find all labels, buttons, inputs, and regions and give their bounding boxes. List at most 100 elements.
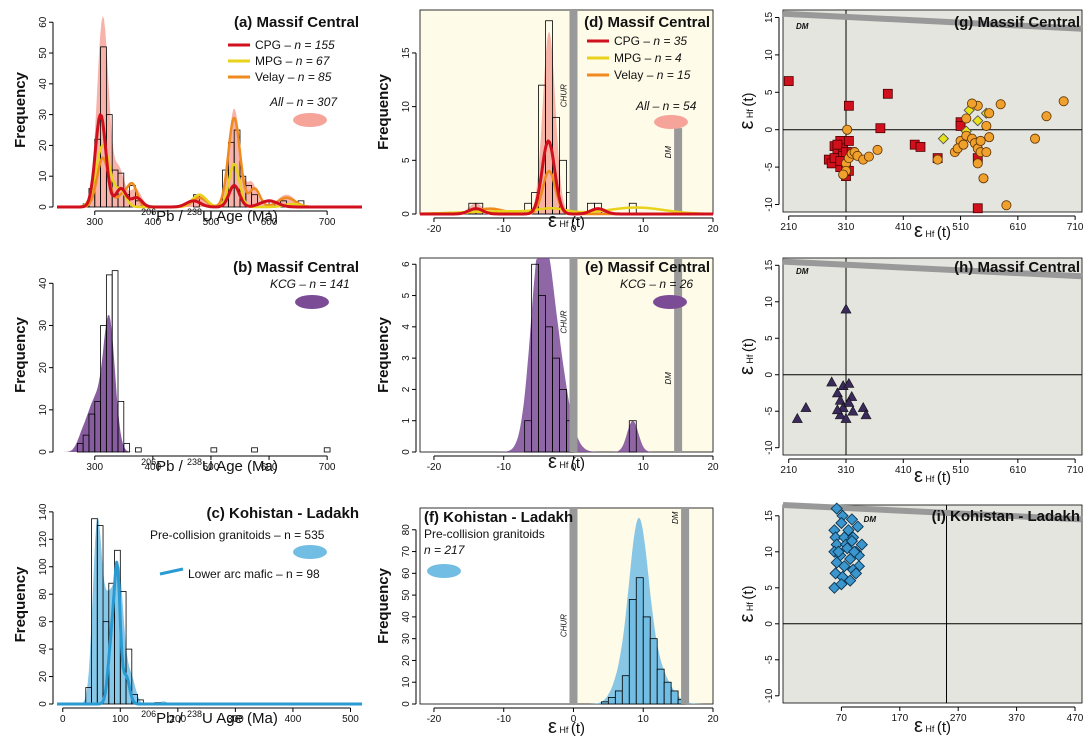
legend-label: CPG – n = 35 (614, 34, 687, 48)
x-tick-label: 600 (261, 462, 278, 473)
x-tick-label: 500 (203, 462, 220, 473)
point-velay (863, 151, 874, 162)
point-pre-collision (830, 556, 843, 569)
panel-d: CHUR DM -20 -10 0 10 20 0 5 10 15 ε Hf (t) Frequency… (375, 9, 719, 235)
panel-e: CHUR DM -20 -10 0 10 20 0 1 2 3 4 5 6 ε Hf (t) Frequenc… (375, 257, 719, 473)
x-tick-label: 700 (319, 462, 336, 473)
x-tick-label: -10 (496, 462, 511, 473)
x-tick-label: 710 (1067, 465, 1084, 476)
x-axis-label: ε Hf (t) (548, 210, 585, 232)
y-axis-label: ε Hf (t) (736, 338, 758, 375)
x-tick-label: 300 (227, 714, 244, 725)
x-tick-label: 410 (895, 465, 912, 476)
dm-bar-label: DM (664, 372, 673, 385)
y-tick-label: 5 (764, 585, 775, 591)
x-tick-label: 500 (342, 714, 359, 725)
x-tick-label: 510 (952, 222, 969, 233)
dm-bar-label: DM (664, 146, 673, 159)
dm-label: DM (796, 22, 809, 31)
legend-n-label: n = 217 (424, 543, 466, 557)
x-tick-label: 700 (319, 217, 336, 228)
point-kcg (847, 405, 859, 416)
hist-bar (135, 447, 142, 453)
chur-bar (569, 10, 578, 214)
x-tick-label: 470 (1067, 713, 1084, 724)
point-velay (842, 124, 853, 135)
chur-bar-label: CHUR (559, 614, 568, 637)
x-tick-label: 0 (571, 224, 577, 235)
point-pre-collision (851, 520, 864, 533)
x-tick-label: 310 (838, 465, 855, 476)
x-tick-label: 100 (112, 714, 129, 725)
y-tick-label: 30 (38, 319, 49, 331)
dm-bar-label: DM (671, 511, 680, 524)
y-tick-label: 6 (401, 261, 412, 267)
y-tick-label: 5 (764, 89, 775, 95)
y-tick-label: 20 (38, 362, 49, 374)
x-axis-label: ε Hf (t) (914, 465, 951, 487)
point-velay (975, 135, 986, 146)
plot-frame (782, 9, 1083, 213)
point-pre-collision (845, 534, 859, 548)
x-tick-label: 410 (895, 222, 912, 233)
y-tick-label: -10 (764, 440, 775, 455)
y-tick-label: 60 (38, 616, 49, 628)
hist-bar (117, 400, 125, 453)
panel-title: (g) Massif Central (954, 14, 1080, 31)
y-tick-label: 0 (38, 204, 49, 210)
point-velay (978, 173, 989, 184)
point-pre-collision (848, 545, 861, 558)
point-velay (1030, 133, 1041, 144)
legend-all-label: All – n = 307 (269, 95, 338, 109)
y-tick-label: 20 (38, 671, 49, 683)
legend-pre-ellipse (427, 564, 461, 578)
point-velay (984, 108, 995, 119)
x-axis-label: 206Pb / 238U Age (Ma) (141, 207, 278, 225)
x-tick-label: 300 (86, 462, 103, 473)
x-tick-label: -20 (427, 462, 442, 473)
x-tick-label: 170 (891, 713, 908, 724)
hist-bar (607, 697, 616, 705)
y-tick-label: -5 (764, 406, 775, 415)
y-tick-label: 0 (401, 211, 412, 217)
chur-bar (569, 258, 578, 452)
point-kcg (834, 394, 846, 405)
x-axis-label: ε Hf (t) (548, 716, 585, 738)
x-tick-label: 10 (638, 462, 650, 473)
hist-bar (649, 638, 658, 705)
point-kcg (831, 404, 843, 415)
dm-bar (674, 258, 683, 452)
hist-bar (600, 701, 609, 705)
panel-b: 300 400 500 600 700 0 10 20 30 40 206Pb / 238U Age… (12, 259, 362, 475)
x-tick-label: 600 (261, 217, 278, 228)
panel-title: (c) Kohistan - Ladakh (206, 505, 359, 522)
x-tick-label: 370 (1008, 713, 1025, 724)
point-cpg (843, 136, 854, 146)
y-tick-label: 20 (38, 139, 49, 151)
y-tick-label: 30 (38, 109, 49, 121)
point-kcg (840, 412, 852, 423)
y-tick-label: 70 (401, 546, 412, 558)
x-tick-label: 20 (707, 714, 719, 725)
kde-lower-arc-line (56, 560, 363, 706)
point-cpg (882, 88, 893, 99)
y-tick-label: 50 (401, 589, 412, 601)
point-cpg (783, 76, 794, 86)
chur-bar-label: CHUR (559, 310, 568, 333)
point-mpg (937, 133, 950, 145)
x-axis-label: ε Hf (t) (548, 451, 585, 473)
x-tick-label: 210 (780, 465, 797, 476)
y-tick-label: 15 (764, 510, 775, 522)
point-kcg (837, 401, 849, 412)
x-tick-label: 400 (145, 462, 162, 473)
x-tick-label: 200 (170, 714, 187, 725)
x-tick-label: 210 (780, 222, 797, 233)
legend-lower-arc-label: Lower arc mafic – n = 98 (188, 567, 320, 581)
panel-title: (i) Kohistan - Ladakh (932, 508, 1080, 525)
y-axis-label: Frequency (375, 567, 392, 644)
y-tick-label: 40 (38, 643, 49, 655)
x-tick-label: 70 (836, 713, 848, 724)
legend-pre-label: Pre-collision granitoids – n = 535 (150, 528, 325, 542)
y-tick-label: 50 (38, 47, 49, 59)
